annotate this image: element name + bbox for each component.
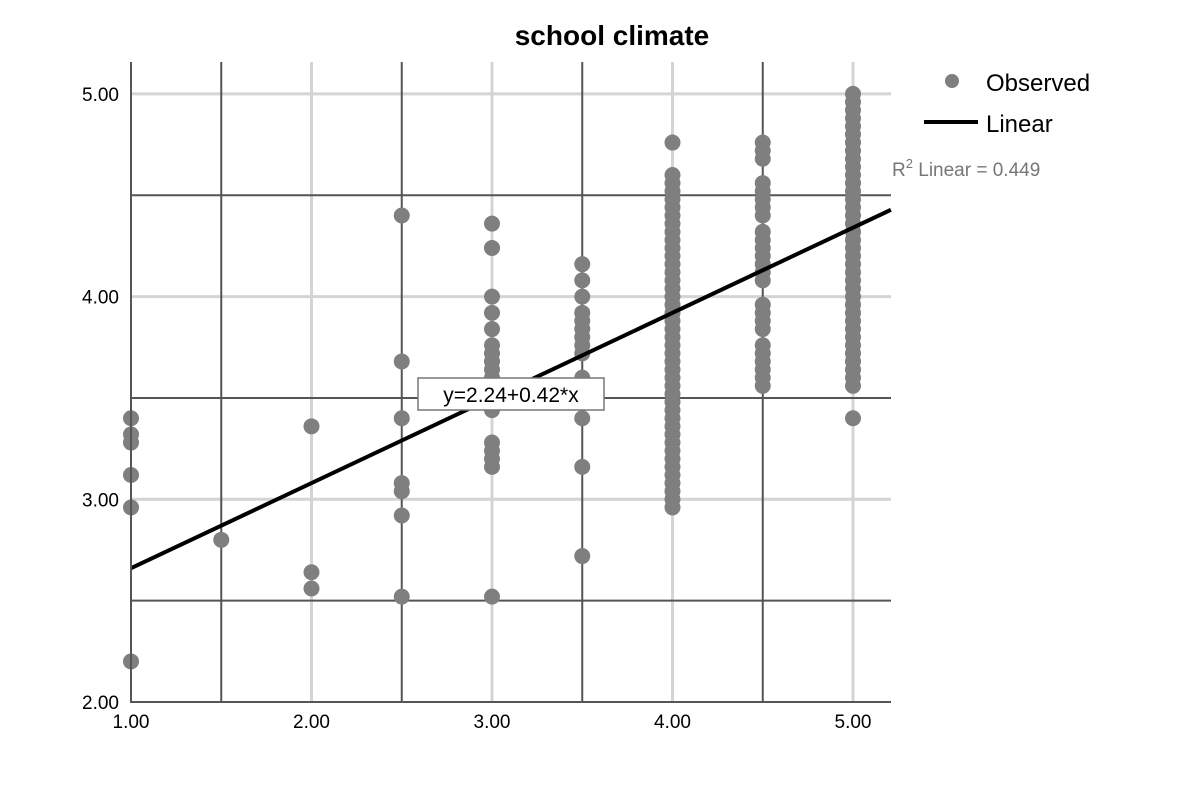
data-point <box>393 410 410 427</box>
r-squared-sup: 2 <box>906 156 913 171</box>
y-tick-label: 3.00 <box>82 490 119 511</box>
data-point <box>484 458 500 475</box>
fit-equation-text: y=2.24+0.42*x <box>443 384 579 407</box>
data-point <box>574 256 591 273</box>
data-point <box>574 410 591 427</box>
data-point <box>574 458 591 475</box>
data-point <box>845 85 861 102</box>
x-tick-label: 3.00 <box>474 712 511 733</box>
legend: Observed Linear R2 Linear = 0.449 <box>892 70 1090 181</box>
y-tick-label: 4.00 <box>82 288 119 309</box>
data-point <box>754 296 771 313</box>
r-squared-prefix: R <box>892 160 906 181</box>
data-point <box>484 321 500 338</box>
r-squared-text: Linear = 0.449 <box>913 160 1040 181</box>
y-tick-label: 5.00 <box>82 85 119 106</box>
data-point <box>574 288 591 305</box>
data-point <box>484 304 500 321</box>
x-tick-label: 4.00 <box>654 712 691 733</box>
data-point <box>664 134 681 151</box>
observed-points <box>123 85 861 670</box>
data-point <box>754 223 771 240</box>
data-point <box>845 410 861 427</box>
data-point <box>303 418 320 435</box>
data-point <box>754 175 771 192</box>
legend-linear-label: Linear <box>986 111 1053 138</box>
data-point <box>393 207 410 224</box>
data-point <box>484 588 500 605</box>
data-point <box>393 483 410 500</box>
data-point <box>754 337 771 354</box>
data-point <box>393 507 410 524</box>
data-point <box>303 580 320 597</box>
data-point <box>664 166 681 183</box>
chart-title: school climate <box>515 20 710 51</box>
fit-equation-label: y=2.24+0.42*x <box>417 377 605 411</box>
x-tick-label: 1.00 <box>113 712 150 733</box>
r-squared-label: R2 Linear = 0.449 <box>892 156 1040 181</box>
y-tick-label: 2.00 <box>82 693 119 714</box>
data-point <box>393 588 410 605</box>
legend-observed-marker <box>945 74 959 88</box>
data-point <box>213 531 230 548</box>
data-point <box>754 134 771 151</box>
data-point <box>484 288 500 305</box>
x-tick-label: 5.00 <box>835 712 872 733</box>
data-point <box>484 215 500 232</box>
data-point <box>393 353 410 370</box>
x-tick-label: 2.00 <box>293 712 330 733</box>
data-point <box>303 564 320 581</box>
legend-observed-label: Observed <box>986 70 1090 97</box>
data-point <box>574 548 591 565</box>
axes: 1.00 2.00 3.00 4.00 5.002.003.004.005.00 <box>82 62 891 733</box>
data-point <box>484 239 500 256</box>
data-point <box>574 272 591 289</box>
